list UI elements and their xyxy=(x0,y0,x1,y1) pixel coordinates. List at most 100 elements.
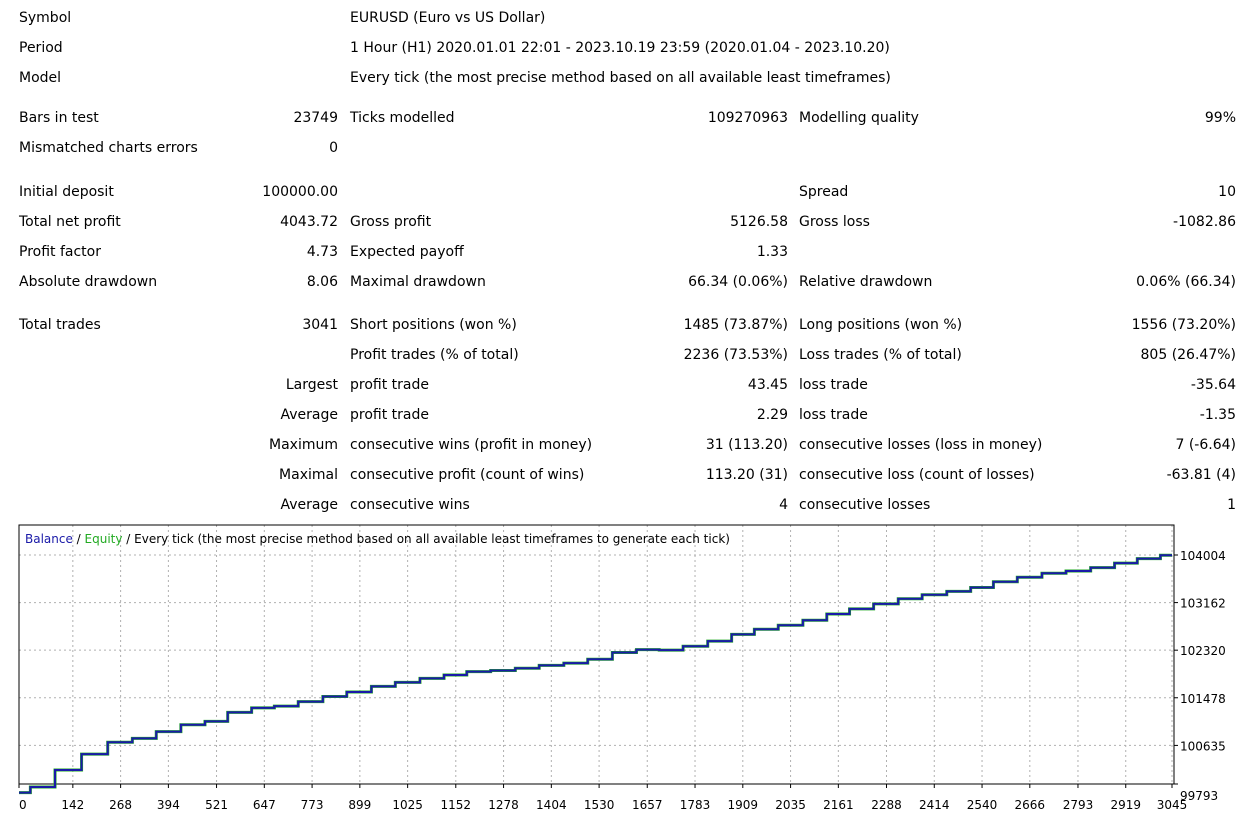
y-tick-label: 100635 xyxy=(1180,739,1226,753)
x-tick-label: 899 xyxy=(348,798,371,812)
period-value: 1 Hour (H1) 2020.01.01 22:01 - 2023.10.1… xyxy=(350,40,890,56)
total-trades-label: Total trades xyxy=(19,317,101,333)
x-tick-label: 1404 xyxy=(536,798,567,812)
row-profit-trades: Profit trades (% of total) 2236 (73.53%)… xyxy=(0,345,1242,365)
row-bars: Bars in test 23749 Ticks modelled 109270… xyxy=(0,108,1242,128)
ticks-label: Ticks modelled xyxy=(350,110,455,126)
largest-prefix: Largest xyxy=(285,377,338,393)
mismatch-label: Mismatched charts errors xyxy=(19,140,198,156)
legend-balance: Balance xyxy=(25,532,73,546)
chart-legend: Balance / Equity / Every tick (the most … xyxy=(25,532,730,546)
avg-cons-losses-label: consecutive losses xyxy=(799,497,931,513)
avg-cons-wins-label: consecutive wins xyxy=(350,497,470,513)
y-tick-label: 102320 xyxy=(1180,644,1226,658)
largest-profit-value: 43.45 xyxy=(747,377,788,393)
initial-deposit-value: 100000.00 xyxy=(262,184,338,200)
absolute-drawdown-value: 8.06 xyxy=(306,274,338,290)
short-positions-label: Short positions (won %) xyxy=(350,317,517,333)
y-tick-label: 99793 xyxy=(1180,789,1218,803)
spread-label: Spread xyxy=(799,184,849,200)
net-profit-label: Total net profit xyxy=(19,214,121,230)
max-cons-losses-label: consecutive losses (loss in money) xyxy=(799,437,1043,453)
average-prefix: Average xyxy=(280,407,339,423)
row-largest: Largest profit trade 43.45 loss trade -3… xyxy=(0,375,1242,395)
expected-payoff-label: Expected payoff xyxy=(350,244,464,260)
row-mismatch: Mismatched charts errors 0 xyxy=(0,138,1242,158)
largest-loss-label: loss trade xyxy=(799,377,868,393)
modelling-quality-value: 99% xyxy=(1204,110,1236,126)
x-tick-label: 142 xyxy=(61,798,84,812)
profit-factor-label: Profit factor xyxy=(19,244,101,260)
x-tick-label: 2793 xyxy=(1063,798,1094,812)
x-tick-label: 2288 xyxy=(871,798,902,812)
spread-value: 10 xyxy=(1218,184,1236,200)
gross-loss-label: Gross loss xyxy=(799,214,870,230)
x-tick-label: 1530 xyxy=(584,798,615,812)
profit-trades-value: 2236 (73.53%) xyxy=(683,347,788,363)
y-axis: 104004 103162 102320 101478 100635 99793 xyxy=(1174,549,1226,803)
x-tick-label: 2035 xyxy=(775,798,806,812)
row-maximal: Maximal consecutive profit (count of win… xyxy=(0,465,1242,485)
legend-model: Every tick (the most precise method base… xyxy=(134,532,730,546)
average-profit-label: profit trade xyxy=(350,407,429,423)
row-symbol: Symbol EURUSD (Euro vs US Dollar) xyxy=(0,8,1242,28)
row-average-consecutive: Average consecutive wins 4 consecutive l… xyxy=(0,495,1242,515)
x-axis: 0 142 268 394 521 647 773 899 1025 1152 1278 1404 15… xyxy=(18,784,1188,812)
x-tick-label: 2666 xyxy=(1015,798,1046,812)
maximal-drawdown-value: 66.34 (0.06%) xyxy=(688,274,788,290)
relative-drawdown-label: Relative drawdown xyxy=(799,274,933,290)
legend-sep-2: / xyxy=(122,532,134,546)
x-tick-label: 394 xyxy=(157,798,180,812)
balance-line xyxy=(19,554,1172,794)
loss-trades-label: Loss trades (% of total) xyxy=(799,347,962,363)
gross-loss-value: -1082.86 xyxy=(1173,214,1236,230)
ticks-value: 109270963 xyxy=(707,110,788,126)
x-tick-label: 0 xyxy=(19,798,27,812)
x-tick-label: 1025 xyxy=(392,798,423,812)
maximal-prefix: Maximal xyxy=(279,467,338,483)
x-tick-label: 1152 xyxy=(441,798,472,812)
total-trades-value: 3041 xyxy=(302,317,338,333)
y-tick-label: 101478 xyxy=(1180,692,1226,706)
gross-profit-value: 5126.58 xyxy=(730,214,788,230)
balance-chart: 104004 103162 102320 101478 100635 99793 0 142… xyxy=(18,524,1240,814)
average-loss-value: -1.35 xyxy=(1199,407,1236,423)
average2-prefix: Average xyxy=(280,497,339,513)
y-tick-label: 103162 xyxy=(1180,597,1226,611)
x-tick-label: 1657 xyxy=(632,798,663,812)
relative-drawdown-value: 0.06% (66.34) xyxy=(1136,274,1236,290)
net-profit-value: 4043.72 xyxy=(280,214,338,230)
long-positions-label: Long positions (won %) xyxy=(799,317,963,333)
x-tick-label: 2919 xyxy=(1110,798,1141,812)
row-model: Model Every tick (the most precise metho… xyxy=(0,68,1242,88)
largest-loss-value: -35.64 xyxy=(1190,377,1236,393)
balance-chart-svg: 104004 103162 102320 101478 100635 99793 0 142… xyxy=(18,524,1226,812)
x-tick-label: 268 xyxy=(109,798,132,812)
x-tick-label: 773 xyxy=(301,798,324,812)
profit-trades-label: Profit trades (% of total) xyxy=(350,347,519,363)
maximal-drawdown-label: Maximal drawdown xyxy=(350,274,486,290)
bars-value: 23749 xyxy=(293,110,338,126)
modelling-quality-label: Modelling quality xyxy=(799,110,919,126)
row-drawdown: Absolute drawdown 8.06 Maximal drawdown … xyxy=(0,272,1242,292)
chart-grid xyxy=(18,525,1174,785)
row-profit-factor: Profit factor 4.73 Expected payoff 1.33 xyxy=(0,242,1242,262)
avg-cons-wins-value: 4 xyxy=(779,497,788,513)
plot-frame xyxy=(18,524,1175,785)
mismatch-value: 0 xyxy=(329,140,338,156)
initial-deposit-label: Initial deposit xyxy=(19,184,114,200)
maximum-prefix: Maximum xyxy=(269,437,338,453)
max-cons-wins-value: 31 (113.20) xyxy=(705,437,788,453)
symbol-value: EURUSD (Euro vs US Dollar) xyxy=(350,10,546,26)
model-value: Every tick (the most precise method base… xyxy=(350,70,891,86)
row-period: Period 1 Hour (H1) 2020.01.01 22:01 - 20… xyxy=(0,38,1242,58)
profit-factor-value: 4.73 xyxy=(306,244,338,260)
x-tick-label: 1909 xyxy=(728,798,759,812)
x-tick-label: 1783 xyxy=(680,798,711,812)
x-tick-label: 521 xyxy=(205,798,228,812)
symbol-label: Symbol xyxy=(19,10,72,26)
x-tick-label: 3045 xyxy=(1157,798,1188,812)
y-tick-label: 104004 xyxy=(1180,549,1226,563)
row-average: Average profit trade 2.29 loss trade -1.… xyxy=(0,405,1242,425)
largest-profit-label: profit trade xyxy=(350,377,429,393)
